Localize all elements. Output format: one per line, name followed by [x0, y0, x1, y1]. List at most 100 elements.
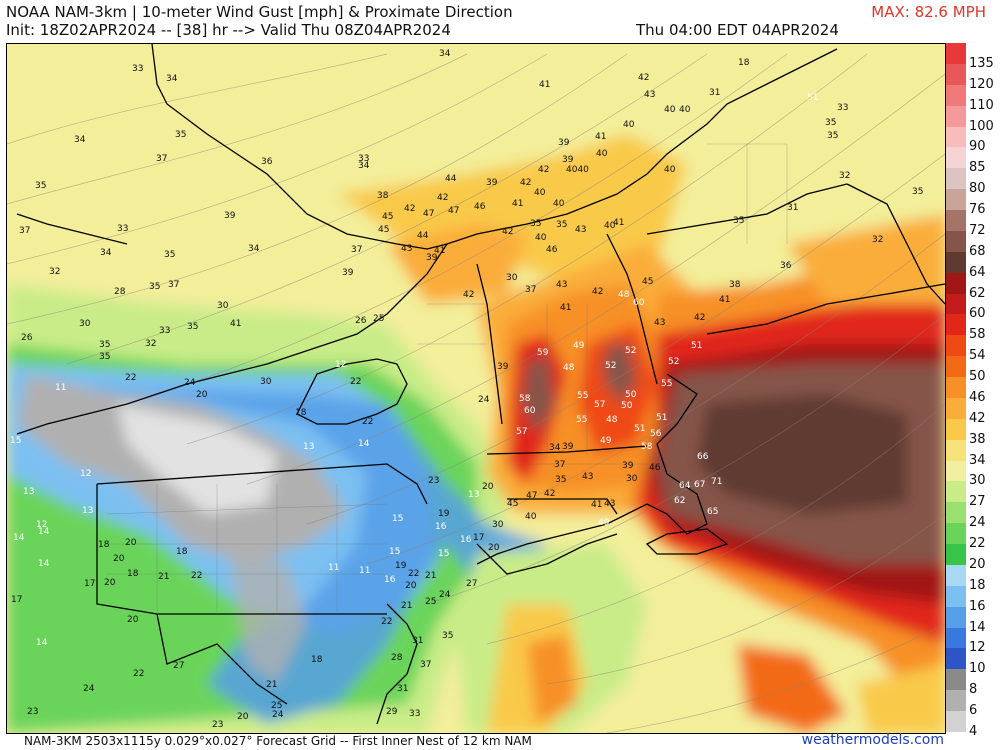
gust-value-label: 58 — [641, 442, 653, 452]
gust-value-label: 19 — [395, 561, 407, 571]
gust-value-label: 21 — [401, 601, 412, 611]
gust-value-label: 52 — [625, 346, 636, 356]
colorbar-tick-label: 30 — [969, 473, 986, 489]
colorbar-swatch — [946, 63, 966, 86]
gust-value-label: 33 — [132, 64, 143, 74]
gust-value-label: 40 — [664, 105, 676, 115]
gust-value-label: 45 — [382, 212, 393, 222]
gust-value-label: 31 — [709, 88, 720, 98]
gust-value-label: 4040 — [566, 165, 589, 175]
gust-value-label: 35 — [530, 219, 541, 229]
gust-value-label: 34 — [549, 443, 561, 453]
gust-value-label: 20 — [237, 712, 249, 722]
colorbar-swatch — [946, 168, 966, 190]
county-lines — [106, 143, 788, 614]
colorbar-tick-label: 14 — [969, 619, 986, 635]
gust-value-label: 45 — [378, 225, 389, 235]
gust-value-label: 31 — [412, 636, 423, 646]
colorbar-swatch — [946, 43, 966, 65]
gust-value-label: 36 — [780, 261, 792, 271]
colorbar-swatch — [946, 105, 966, 127]
map-title: NOAA NAM-3km | 10-meter Wind Gust [mph] … — [6, 3, 513, 21]
gust-value-label: 20 — [127, 615, 139, 625]
gust-value-label: 30 — [260, 377, 272, 387]
gust-value-label: 62 — [674, 496, 685, 506]
gust-value-label: 47 — [423, 209, 434, 219]
gust-value-label: 20 — [482, 482, 494, 492]
max-gust-label: MAX: 82.6 MPH — [871, 3, 986, 21]
gust-value-label: 36 — [261, 157, 273, 167]
gust-value-label: 23 — [428, 476, 439, 486]
gust-value-label: 34 — [439, 49, 451, 59]
colorbar-tick-label: 110 — [969, 97, 994, 113]
gust-value-label: 15 — [10, 436, 21, 446]
gust-value-label: 18 — [176, 547, 188, 557]
gust-value-label: 56 — [650, 429, 662, 439]
gust-value-label: 35 — [149, 282, 160, 292]
gust-value-label: 18 — [295, 408, 307, 418]
gust-value-label: 48 — [618, 290, 630, 300]
gust-value-label: 16 — [435, 522, 447, 532]
gust-value-label: 49 — [573, 341, 585, 351]
gust-value-label: 35 — [99, 352, 110, 362]
gust-value-label: 26 — [21, 333, 33, 343]
colorbar-swatch — [946, 189, 966, 211]
gust-value-label: 64 — [679, 481, 691, 491]
gust-value-label: 14 — [36, 638, 48, 648]
gust-value-label: 35 — [164, 250, 175, 260]
gust-value-label: 51 — [656, 413, 667, 423]
gust-value-label: 44 — [417, 231, 429, 241]
gust-value-label: 40 — [664, 165, 676, 175]
gust-value-label: 71 — [711, 477, 722, 487]
gust-value-label: 55 — [661, 379, 672, 389]
colorbar-swatch — [946, 377, 966, 399]
gust-value-label: 43 — [575, 225, 586, 235]
gust-value-label: 46 — [546, 245, 558, 255]
gust-value-label: 35 — [99, 340, 110, 350]
gust-value-label: 40 — [596, 149, 608, 159]
colorbar-swatch — [946, 147, 966, 169]
forecast-map[interactable]: 34 18 33 34 42 41 43 31 51 33 40 40 35 34 35 40 41 35 39 40… — [6, 43, 946, 734]
colorbar-swatch — [946, 711, 966, 733]
colorbar-tick-label: 76 — [969, 202, 986, 218]
gust-value-label: 35 — [442, 631, 453, 641]
gust-value-label: 49 — [598, 518, 610, 528]
gust-value-label: 66 — [697, 452, 709, 462]
gust-value-label: 43 — [604, 499, 615, 509]
gust-value-label: 28 — [114, 287, 126, 297]
gust-value-label: 27 — [173, 661, 184, 671]
colorbar-swatch — [946, 460, 966, 482]
gust-value-label: 42 — [520, 178, 531, 188]
gust-value-label: 35 — [733, 216, 744, 226]
gust-value-label: 34 — [100, 248, 112, 258]
gust-value-label: 15 — [392, 514, 403, 524]
gust-value-label: 34 — [248, 244, 260, 254]
colorbar-tick-label: 8 — [969, 682, 978, 698]
colorbar-swatch — [946, 523, 966, 545]
colorbar-swatch — [946, 126, 966, 148]
gust-value-label: 18 — [738, 58, 750, 68]
gust-value-label: 17 — [11, 595, 22, 605]
gust-value-label: 51 — [634, 424, 645, 434]
colorbar-tick-label: 34 — [969, 452, 986, 468]
colorbar-swatch — [946, 564, 966, 587]
colorbar-tick-label: 90 — [969, 139, 986, 155]
colorbar-tick-label: 20 — [969, 556, 986, 572]
gust-value-label: 60 — [633, 298, 645, 308]
colorbar-tick-label: 58 — [969, 327, 986, 343]
gust-value-label: 30 — [79, 319, 91, 329]
gust-value-label: 33 — [358, 154, 369, 164]
source-link[interactable]: weathermodels.com — [801, 732, 944, 748]
gust-value-label: 48 — [606, 415, 618, 425]
gust-value-label: 11 — [328, 563, 339, 573]
gust-value-label: 20 — [125, 538, 137, 548]
gust-value-label: 45 — [507, 499, 518, 509]
gust-value-label: 18 — [127, 569, 139, 579]
gust-value-label: 22 — [408, 569, 419, 579]
gust-value-label: 37 — [525, 285, 536, 295]
gust-value-label: 35 — [912, 187, 923, 197]
gust-value-label: 27 — [466, 579, 477, 589]
gust-value-label: 34 — [74, 135, 86, 145]
gust-value-label: 41 — [591, 500, 602, 510]
gust-value-label: 21 — [425, 571, 436, 581]
